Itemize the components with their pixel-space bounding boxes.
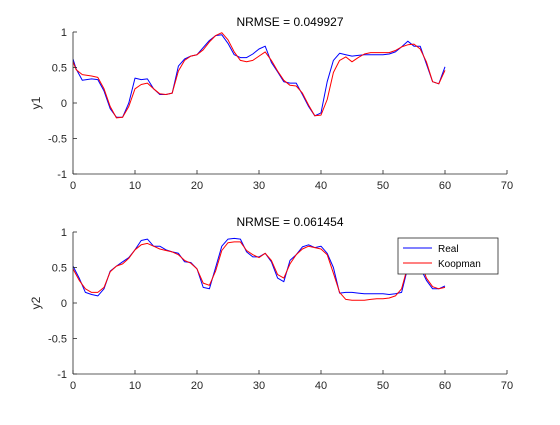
x-tick-label: 50 bbox=[377, 380, 389, 392]
series-line-koopman bbox=[73, 241, 446, 301]
x-tick-label: 30 bbox=[253, 180, 265, 192]
subplot-1: 0 10 20 30 40 50 60 70 -1 -0.5 0 0.5 1 NRMSE = 0.0499… bbox=[29, 15, 513, 192]
y-tick-label: 1 bbox=[61, 227, 67, 239]
x-tick-label: 50 bbox=[377, 180, 389, 192]
y-tick-label: 0.5 bbox=[52, 263, 67, 275]
x-tick-label: 30 bbox=[253, 380, 265, 392]
chart-title: NRMSE = 0.061454 bbox=[236, 215, 343, 229]
legend-label-koopman: Koopman bbox=[438, 259, 481, 270]
series-line-real bbox=[73, 34, 446, 118]
x-tick-label: 70 bbox=[501, 180, 513, 192]
x-tick-label: 0 bbox=[70, 380, 76, 392]
x-tick-label: 60 bbox=[439, 380, 451, 392]
x-tick-label: 40 bbox=[315, 180, 327, 192]
x-tick-label: 0 bbox=[70, 180, 76, 192]
y-tick-label: 0 bbox=[61, 298, 67, 310]
y-tick-label: -0.5 bbox=[48, 334, 67, 346]
x-tick-label: 70 bbox=[501, 380, 513, 392]
series-line-koopman bbox=[73, 32, 446, 119]
y-axis-label: y1 bbox=[29, 96, 43, 109]
x-tick-label: 10 bbox=[129, 380, 141, 392]
y-tick-label: 0.5 bbox=[52, 63, 67, 75]
x-tick-label: 20 bbox=[191, 180, 203, 192]
legend-label-real: Real bbox=[438, 244, 459, 255]
y-tick-label: 1 bbox=[61, 27, 67, 39]
y-tick-label: -0.5 bbox=[48, 134, 67, 146]
x-tick-label: 20 bbox=[191, 380, 203, 392]
x-tick-label: 10 bbox=[129, 180, 141, 192]
x-tick-label: 40 bbox=[315, 380, 327, 392]
y-axis-label: y2 bbox=[29, 296, 43, 309]
y-tick-label: 0 bbox=[61, 98, 67, 110]
subplot-2: 0 10 20 30 40 50 60 70 -1 -0.5 0 0.5 1 NRMSE = 0.0614… bbox=[29, 215, 513, 392]
y-tick-label: -1 bbox=[57, 169, 67, 181]
legend: Real Koopman bbox=[397, 237, 499, 275]
y-tick-label: -1 bbox=[57, 369, 67, 381]
plot-area bbox=[73, 32, 507, 174]
x-tick-label: 60 bbox=[439, 180, 451, 192]
legend-box bbox=[397, 237, 499, 275]
chart-title: NRMSE = 0.049927 bbox=[236, 15, 343, 29]
